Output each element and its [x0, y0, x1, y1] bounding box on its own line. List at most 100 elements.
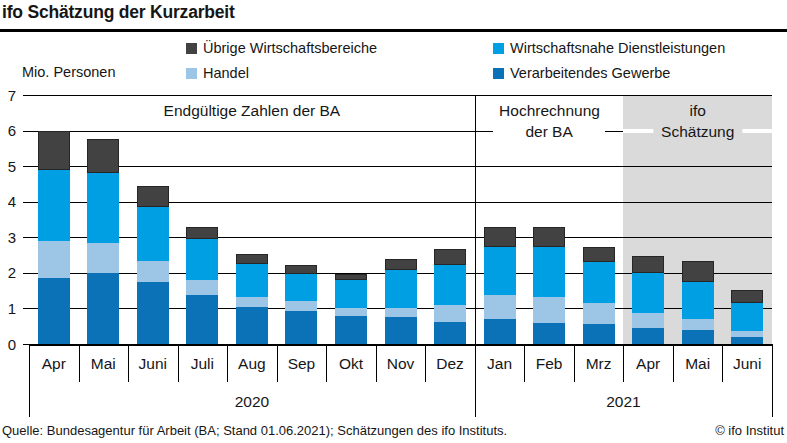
y-axis-tick: [23, 166, 29, 167]
y-axis-tick-label: 5: [0, 159, 16, 174]
bar-segment: [632, 313, 664, 328]
y-axis-tick: [23, 202, 29, 203]
y-axis-tick-label: 1: [0, 301, 16, 316]
bar-segment: [285, 265, 317, 274]
bar-segment: [186, 280, 218, 295]
x-axis-month-label: Jan: [475, 347, 525, 381]
bar-segment: [484, 319, 516, 344]
gridline: [29, 95, 772, 96]
bar-segment: [484, 227, 516, 247]
x-axis-line: [29, 344, 772, 346]
bar-segment: [137, 186, 169, 207]
bar-segment: [434, 249, 466, 265]
bar-segment: [236, 254, 268, 264]
x-axis-month-label: Nov: [376, 347, 426, 381]
bar-segment: [731, 290, 763, 303]
bar-segment: [731, 303, 763, 331]
bar-segment: [583, 247, 615, 262]
x-axis-month-label: Okt: [326, 347, 376, 381]
bar-segment: [484, 295, 516, 319]
chart-plot-area: 01234567Endgültige Zahlen der BAHochrech…: [0, 0, 787, 443]
y-axis-tick: [23, 95, 29, 96]
bar-segment: [434, 265, 466, 305]
bar-segment: [285, 274, 317, 301]
bar-segment: [87, 243, 119, 273]
x-axis-month-label: Sep: [277, 347, 327, 381]
y-axis-tick: [23, 237, 29, 238]
bar-segment: [682, 330, 714, 344]
bar-segment: [385, 317, 417, 344]
bar-segment: [236, 307, 268, 344]
y-axis-tick-label: 6: [0, 123, 16, 138]
chart-card: ifo Schätzung der Kurzarbeit Übrige Wirt…: [0, 0, 787, 443]
section-divider: [475, 95, 476, 344]
x-axis-month-label: Mrz: [574, 347, 624, 381]
bar-segment: [236, 297, 268, 307]
bar-segment: [38, 131, 70, 170]
y-axis-tick: [23, 308, 29, 309]
bar-segment: [583, 262, 615, 303]
y-axis-tick-label: 0: [0, 337, 16, 352]
y-axis-tick: [23, 131, 29, 132]
bar-segment: [87, 173, 119, 242]
bar-segment: [731, 331, 763, 337]
y-axis-tick-label: 2: [0, 265, 16, 280]
x-axis-month-label: Juli: [178, 347, 228, 381]
section-label: Hochrechnung der BA: [493, 99, 605, 144]
bar-segment: [583, 303, 615, 324]
bar-segment: [533, 247, 565, 298]
bar-segment: [38, 278, 70, 344]
bar-segment: [137, 207, 169, 261]
bar-segment: [335, 308, 367, 315]
x-axis-month-label: Feb: [524, 347, 574, 381]
bar-segment: [335, 280, 367, 308]
bar-segment: [385, 259, 417, 270]
gridline: [29, 166, 772, 167]
bar-segment: [137, 261, 169, 281]
bar-segment: [385, 308, 417, 317]
bar-segment: [434, 305, 466, 322]
source-note: Quelle: Bundesagentur für Arbeit (BA; St…: [2, 423, 507, 438]
bar-segment: [632, 328, 664, 344]
bar-segment: [533, 323, 565, 344]
bar-segment: [87, 273, 119, 344]
bar-segment: [682, 282, 714, 320]
bar-segment: [484, 247, 516, 295]
bar-segment: [38, 241, 70, 278]
section-label: Endgültige Zahlen der BA: [158, 99, 347, 123]
bar-segment: [236, 264, 268, 297]
bar-segment: [434, 322, 466, 344]
bar-segment: [632, 273, 664, 314]
bar-segment: [583, 324, 615, 344]
bar-segment: [731, 337, 763, 344]
x-axis-month-label: Apr: [623, 347, 673, 381]
bar-segment: [137, 282, 169, 344]
x-axis-month-label: Apr: [29, 347, 79, 381]
month-separator: [772, 344, 773, 417]
bar-segment: [87, 139, 119, 173]
bar-segment: [186, 239, 218, 280]
bar-segment: [632, 256, 664, 273]
x-axis-month-label: Mai: [79, 347, 129, 381]
x-axis-year-label: 2021: [583, 386, 663, 418]
copyright-note: © ifo Institut: [715, 423, 784, 438]
section-label: ifo Schätzung: [653, 99, 742, 144]
bar-segment: [682, 261, 714, 281]
x-axis-month-label: Dez: [425, 347, 475, 381]
bar-segment: [682, 319, 714, 330]
x-axis-month-label: Mai: [673, 347, 723, 381]
bar-segment: [38, 170, 70, 241]
bar-segment: [533, 227, 565, 247]
bar-segment: [533, 297, 565, 322]
bar-segment: [335, 316, 367, 344]
bar-segment: [285, 301, 317, 311]
y-axis-tick-label: 7: [0, 88, 16, 103]
x-axis-month-label: Aug: [227, 347, 277, 381]
x-axis-year-label: 2020: [212, 386, 292, 418]
bar-segment: [186, 295, 218, 344]
y-axis-tick: [23, 273, 29, 274]
x-axis-month-label: Juni: [128, 347, 178, 381]
y-axis-tick-label: 3: [0, 230, 16, 245]
bar-segment: [186, 227, 218, 239]
bar-segment: [385, 270, 417, 308]
